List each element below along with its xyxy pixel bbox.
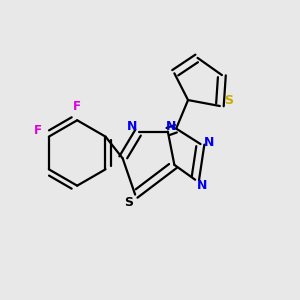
Text: F: F bbox=[34, 124, 42, 136]
Text: S: S bbox=[224, 94, 233, 107]
Text: N: N bbox=[196, 178, 207, 192]
Text: N: N bbox=[166, 120, 176, 133]
Text: N: N bbox=[127, 120, 137, 133]
Text: S: S bbox=[124, 196, 133, 209]
Text: F: F bbox=[73, 100, 81, 113]
Text: N: N bbox=[204, 136, 214, 149]
